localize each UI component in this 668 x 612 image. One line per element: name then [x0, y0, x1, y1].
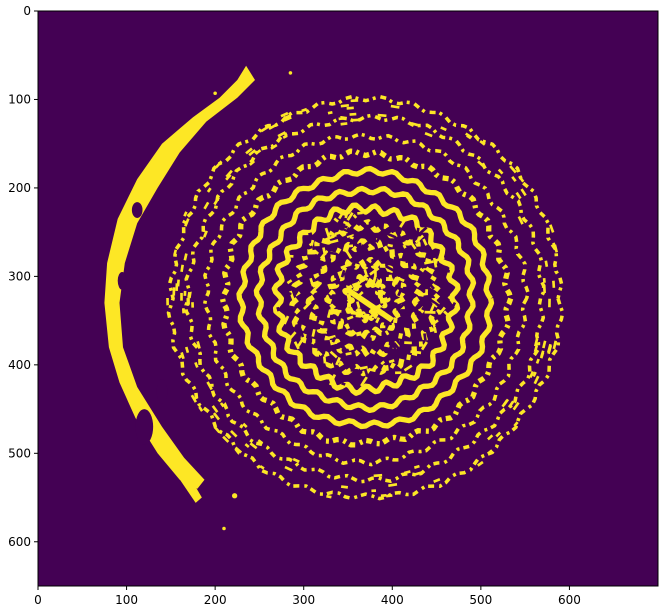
noise-blob — [425, 311, 436, 314]
y-axis: 0 100 200 300 400 500 600 — [8, 4, 38, 549]
noise-blob — [343, 349, 348, 352]
fringe-fleck — [349, 113, 356, 116]
x-axis: 0 100 200 300 400 500 600 — [34, 586, 581, 607]
fringe-fleck — [166, 298, 169, 305]
noise-blob — [386, 278, 393, 281]
noise-blob — [351, 369, 358, 372]
fringe-fleck — [371, 489, 376, 492]
crescent-hole — [132, 202, 143, 218]
fringe-fleck — [186, 298, 189, 306]
fringe-fleck — [172, 287, 175, 295]
y-tick-label: 600 — [8, 535, 31, 549]
y-tick-label: 400 — [8, 358, 31, 372]
speck — [222, 527, 226, 531]
fringe-fleck — [552, 281, 555, 288]
y-tick-label: 0 — [23, 4, 31, 18]
fringe-fleck — [543, 285, 546, 293]
fringe-fleck — [184, 291, 187, 296]
y-tick-label: 100 — [8, 92, 31, 106]
noise-blob — [335, 316, 339, 319]
noise-blob — [322, 302, 326, 305]
x-tick-label: 100 — [115, 593, 138, 607]
x-tick-label: 500 — [469, 593, 492, 607]
noise-blob — [287, 255, 293, 258]
speck — [289, 71, 293, 75]
noise-blob — [374, 266, 377, 277]
fringe-fleck — [548, 299, 551, 307]
fringe-fleck — [182, 308, 185, 313]
noise-blob — [404, 341, 412, 344]
x-tick-label: 400 — [381, 593, 404, 607]
crescent-hole — [157, 379, 168, 404]
y-tick-label: 300 — [8, 269, 31, 283]
noise-blob — [425, 289, 428, 295]
speck — [213, 91, 217, 95]
fringe-fleck — [180, 293, 183, 301]
crescent-hole — [135, 409, 153, 444]
x-tick-label: 300 — [292, 593, 315, 607]
fringe-fleck — [381, 494, 387, 497]
heatmap-image — [38, 11, 658, 586]
noise-blob — [315, 336, 318, 346]
x-tick-label: 600 — [558, 593, 581, 607]
noise-blob — [395, 371, 401, 374]
fringe-fleck — [543, 278, 546, 283]
x-tick-label: 0 — [34, 593, 42, 607]
y-tick-label: 200 — [8, 181, 31, 195]
y-tick-label: 500 — [8, 446, 31, 460]
fringe-fleck — [351, 99, 359, 102]
fringe-fleck — [352, 119, 360, 122]
speck — [232, 493, 237, 498]
crescent-hole — [118, 272, 127, 290]
x-tick-label: 200 — [204, 593, 227, 607]
fringe-fleck — [191, 302, 194, 308]
